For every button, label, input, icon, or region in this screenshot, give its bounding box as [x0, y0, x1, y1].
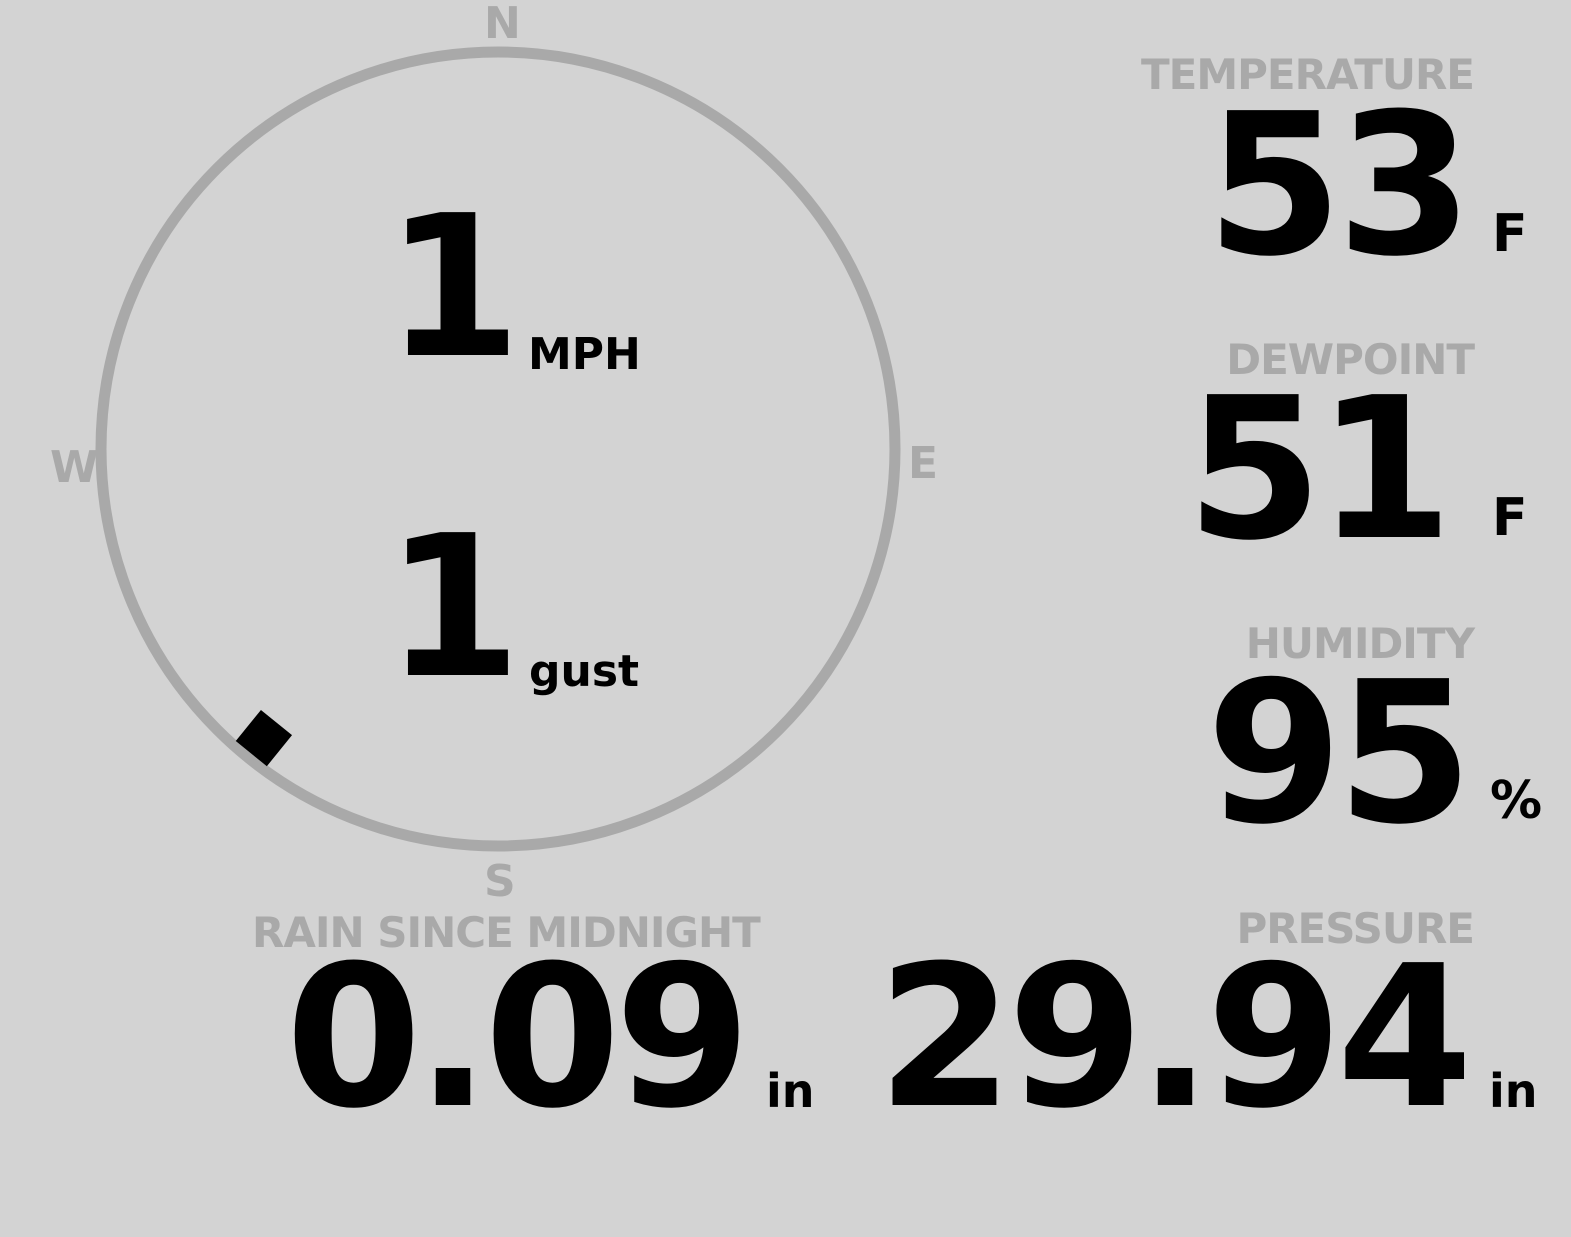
pressure-label: PRESSURE [1236, 904, 1475, 953]
humidity-label: HUMIDITY [1245, 619, 1475, 668]
compass-west-label: W [50, 442, 99, 493]
compass-north-label: N [484, 0, 521, 49]
rain-unit: in [766, 1064, 815, 1118]
dewpoint-unit: F [1492, 488, 1528, 548]
humidity-value: 95 [1206, 640, 1473, 868]
rain-label: RAIN SINCE MIDNIGHT [252, 908, 761, 957]
rain-value: 0.09 [285, 924, 751, 1152]
pressure-unit: in [1489, 1064, 1538, 1118]
dewpoint-label: DEWPOINT [1226, 335, 1475, 384]
wind-gust-unit: gust [529, 646, 640, 697]
wind-direction-marker [235, 709, 293, 767]
temperature-value: 53 [1206, 72, 1473, 300]
pressure-value: 29.94 [877, 924, 1473, 1152]
wind-speed-unit: MPH [528, 329, 641, 380]
temperature-unit: F [1492, 204, 1528, 264]
temperature-label: TEMPERATURE [1141, 50, 1475, 99]
wind-gust-value: 1 [385, 494, 521, 722]
wind-speed-value: 1 [385, 174, 521, 402]
dewpoint-value: 51 [1186, 356, 1453, 584]
compass-south-label: S [484, 856, 516, 907]
compass-east-label: E [908, 438, 939, 489]
humidity-unit: % [1490, 771, 1543, 831]
